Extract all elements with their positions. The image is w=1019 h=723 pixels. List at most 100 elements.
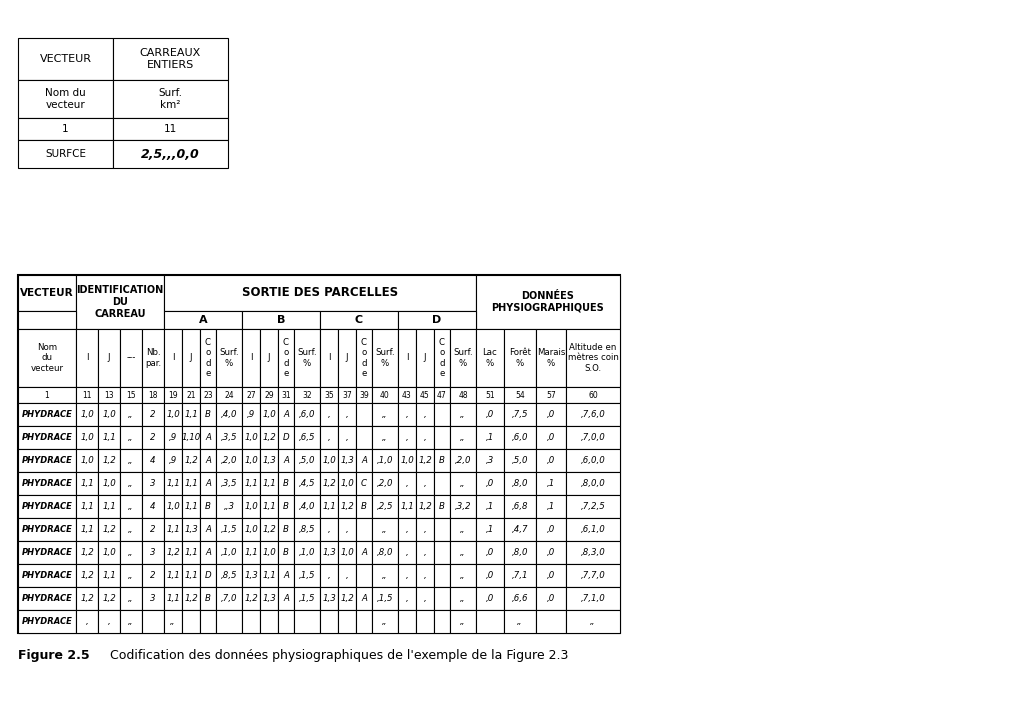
- Text: 15: 15: [126, 390, 136, 400]
- Bar: [449, 564, 476, 587]
- Bar: [293, 518, 320, 541]
- Bar: [320, 541, 337, 564]
- Text: 45: 45: [420, 390, 429, 400]
- Bar: [337, 518, 356, 541]
- Bar: [356, 472, 372, 495]
- Bar: [181, 518, 200, 541]
- Text: ,8,5: ,8,5: [220, 571, 237, 580]
- Text: ,0: ,0: [546, 594, 554, 603]
- Bar: [120, 587, 142, 610]
- Text: 1,0: 1,0: [322, 456, 335, 465]
- Text: 21: 21: [186, 390, 196, 400]
- Bar: [397, 403, 416, 426]
- Text: ,: ,: [406, 548, 408, 557]
- Text: ,7,6,0: ,7,6,0: [580, 410, 605, 419]
- Text: A: A: [361, 548, 367, 557]
- Bar: [76, 564, 98, 587]
- Text: C: C: [361, 479, 367, 488]
- Text: PHYDRACE: PHYDRACE: [21, 479, 72, 488]
- Text: ,: ,: [345, 571, 348, 580]
- Bar: [535, 387, 566, 403]
- Bar: [503, 541, 535, 564]
- Text: ,2,0: ,2,0: [220, 456, 237, 465]
- Bar: [18, 275, 76, 311]
- Bar: [18, 403, 76, 426]
- Bar: [181, 387, 200, 403]
- Text: 1,3: 1,3: [262, 456, 275, 465]
- Bar: [293, 587, 320, 610]
- Text: 1,0: 1,0: [339, 548, 354, 557]
- Bar: [320, 387, 337, 403]
- Bar: [320, 472, 337, 495]
- Bar: [181, 541, 200, 564]
- Text: ,5,0: ,5,0: [299, 456, 315, 465]
- Bar: [433, 610, 449, 633]
- Bar: [356, 426, 372, 449]
- Bar: [320, 495, 337, 518]
- Bar: [242, 472, 260, 495]
- Bar: [260, 518, 278, 541]
- Bar: [397, 587, 416, 610]
- Text: ,9: ,9: [247, 410, 255, 419]
- Text: ,: ,: [327, 525, 330, 534]
- Bar: [372, 426, 397, 449]
- Text: ,3,2: ,3,2: [454, 502, 471, 511]
- Bar: [503, 610, 535, 633]
- Text: Nb.
par.: Nb. par.: [145, 348, 161, 368]
- Bar: [18, 610, 76, 633]
- Text: IDENTIFICATION
DU
CARREAU: IDENTIFICATION DU CARREAU: [76, 286, 163, 319]
- Bar: [503, 387, 535, 403]
- Bar: [476, 472, 503, 495]
- Bar: [181, 403, 200, 426]
- Text: B: B: [361, 502, 367, 511]
- Text: ,1: ,1: [485, 502, 493, 511]
- Bar: [293, 403, 320, 426]
- Text: 1,2: 1,2: [322, 479, 335, 488]
- Text: 1,1: 1,1: [244, 548, 258, 557]
- Text: ,,: ,,: [128, 479, 133, 488]
- Bar: [372, 495, 397, 518]
- Bar: [242, 495, 260, 518]
- Text: PHYDRACE: PHYDRACE: [21, 617, 72, 626]
- Text: ,,: ,,: [590, 617, 595, 626]
- Text: 29: 29: [264, 390, 273, 400]
- Bar: [433, 426, 449, 449]
- Bar: [449, 329, 476, 387]
- Text: ,: ,: [423, 433, 426, 442]
- Text: PHYDRACE: PHYDRACE: [21, 433, 72, 442]
- Bar: [416, 387, 433, 403]
- Text: ,,: ,,: [128, 548, 133, 557]
- Text: 2: 2: [150, 433, 156, 442]
- Bar: [200, 610, 216, 633]
- Text: D: D: [432, 315, 441, 325]
- Text: ,,: ,,: [460, 525, 466, 534]
- Bar: [566, 449, 620, 472]
- Bar: [356, 449, 372, 472]
- Bar: [242, 426, 260, 449]
- Text: 1,10: 1,10: [181, 433, 201, 442]
- Bar: [120, 610, 142, 633]
- Text: 1,1: 1,1: [184, 479, 198, 488]
- Bar: [320, 403, 337, 426]
- Bar: [337, 426, 356, 449]
- Bar: [293, 449, 320, 472]
- Bar: [242, 564, 260, 587]
- Text: 1,1: 1,1: [81, 525, 94, 534]
- Text: ,: ,: [423, 479, 426, 488]
- Text: 1,1: 1,1: [262, 571, 275, 580]
- Text: C
o
d
e: C o d e: [282, 338, 288, 378]
- Bar: [98, 495, 120, 518]
- Text: 1,1: 1,1: [166, 479, 179, 488]
- Bar: [278, 426, 293, 449]
- Text: B: B: [205, 502, 211, 511]
- Text: ,,: ,,: [382, 617, 387, 626]
- Bar: [120, 495, 142, 518]
- Bar: [356, 541, 372, 564]
- Bar: [113, 80, 228, 118]
- Text: 24: 24: [224, 390, 233, 400]
- Text: 1,1: 1,1: [81, 479, 94, 488]
- Bar: [76, 610, 98, 633]
- Bar: [535, 610, 566, 633]
- Bar: [397, 449, 416, 472]
- Bar: [476, 587, 503, 610]
